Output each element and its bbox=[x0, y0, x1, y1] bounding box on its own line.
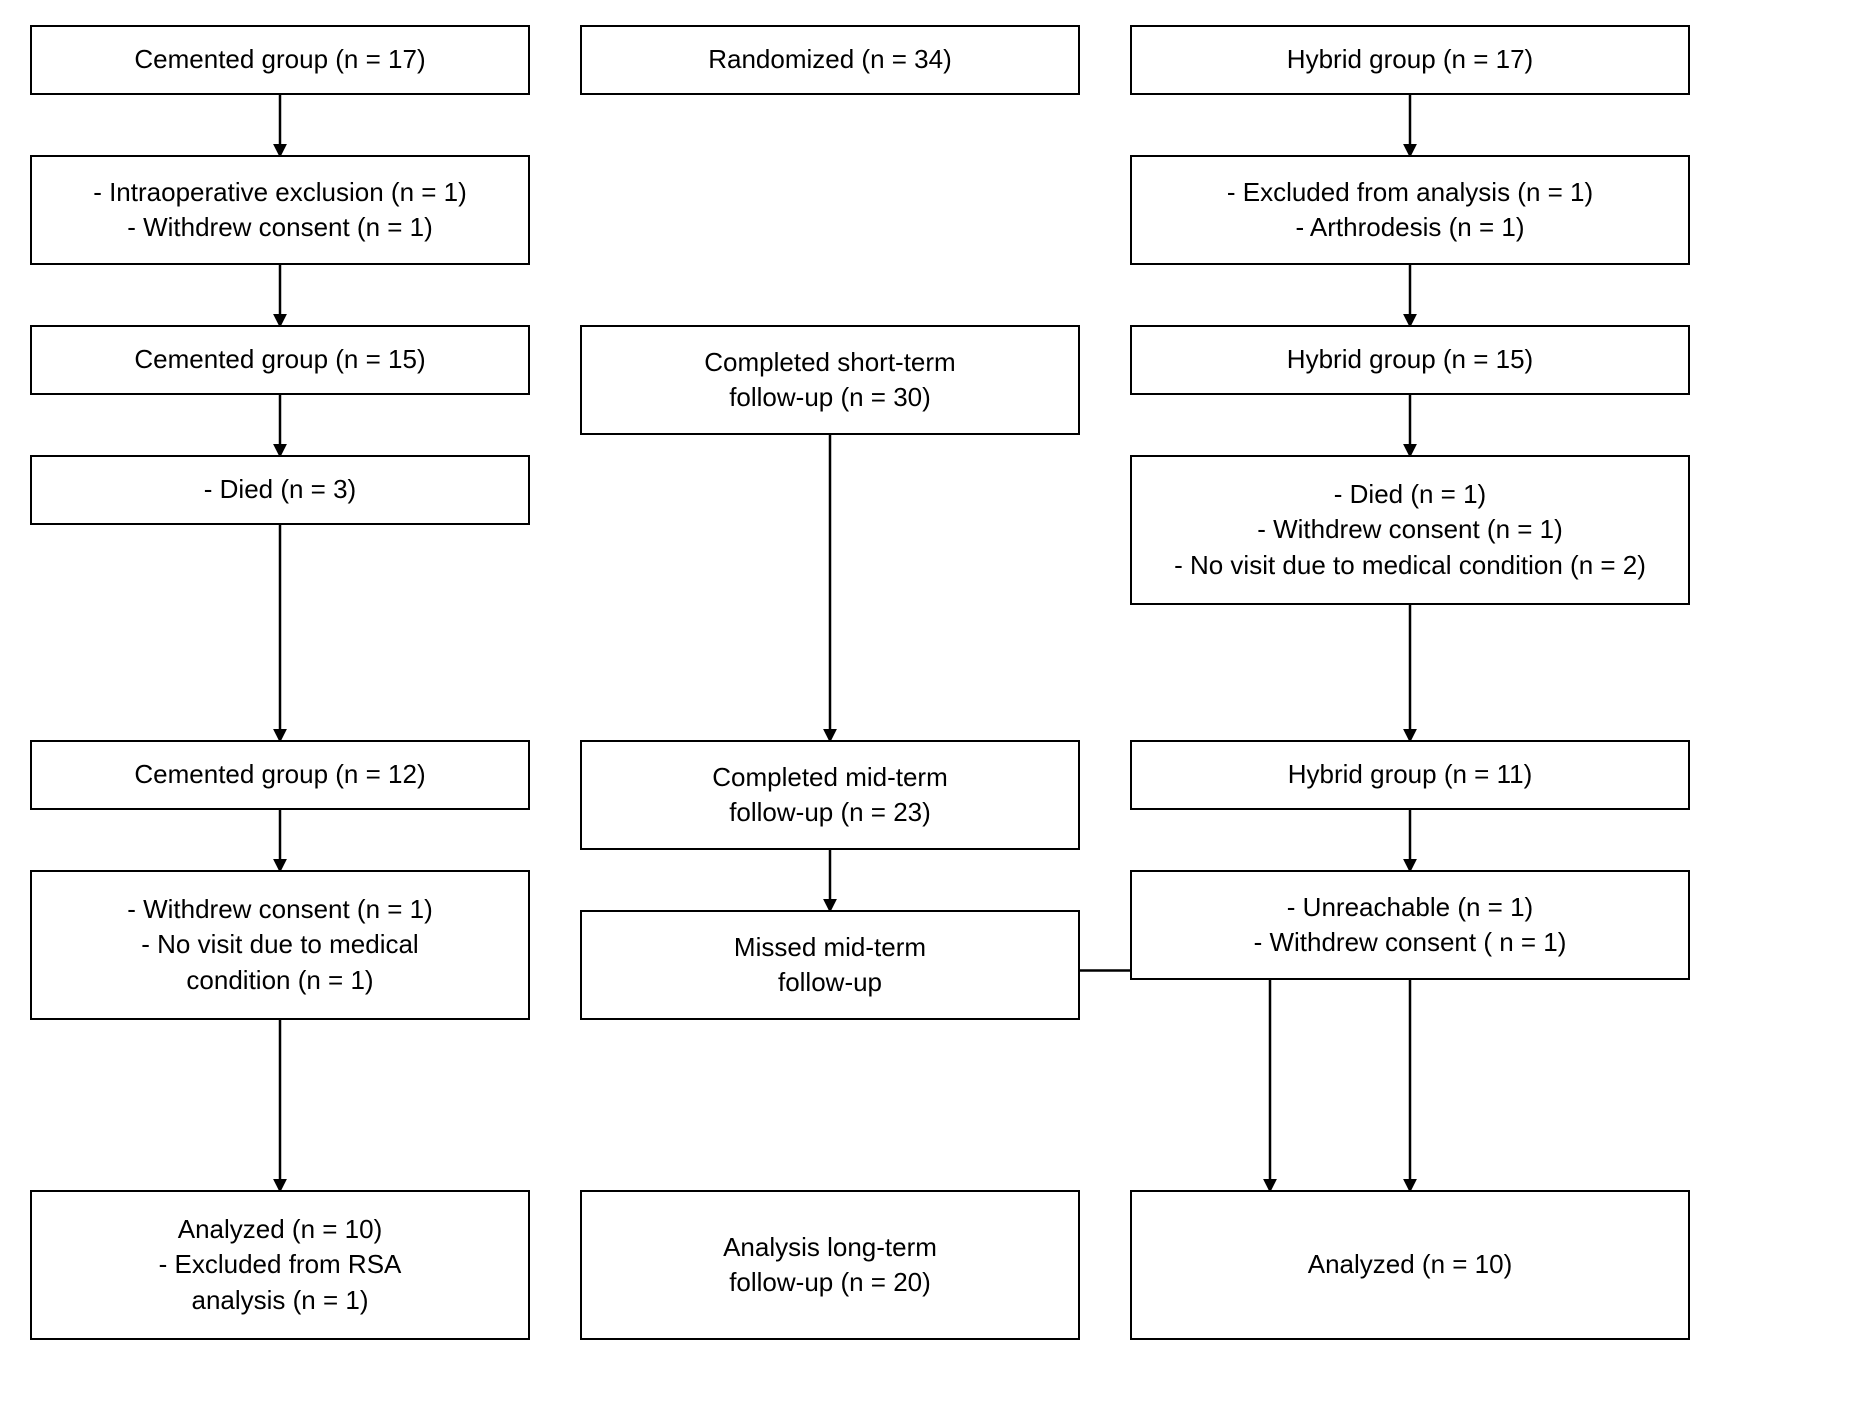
flow-box-L6-line-0: - Withdrew consent (n = 1) bbox=[127, 892, 433, 927]
flow-box-L4-line-0: - Died (n = 3) bbox=[204, 472, 356, 507]
flow-box-C5-line-1: follow-up (n = 20) bbox=[729, 1265, 931, 1300]
flow-box-R7: Analyzed (n = 10) bbox=[1130, 1190, 1690, 1340]
flow-box-R4: - Died (n = 1)- Withdrew consent (n = 1)… bbox=[1130, 455, 1690, 605]
flow-box-C2-line-0: Completed short-term bbox=[704, 345, 955, 380]
flow-box-C2: Completed short-termfollow-up (n = 30) bbox=[580, 325, 1080, 435]
flow-box-R2: - Excluded from analysis (n = 1)- Arthro… bbox=[1130, 155, 1690, 265]
flow-box-L5: Cemented group (n = 12) bbox=[30, 740, 530, 810]
flow-box-C3-line-1: follow-up (n = 23) bbox=[729, 795, 931, 830]
flow-box-C5-line-0: Analysis long-term bbox=[723, 1230, 937, 1265]
flow-box-C3-line-0: Completed mid-term bbox=[712, 760, 948, 795]
flow-box-L1: Cemented group (n = 17) bbox=[30, 25, 530, 95]
flow-box-L7-line-1: - Excluded from RSA bbox=[159, 1247, 402, 1282]
flow-box-R6: - Unreachable (n = 1)- Withdrew consent … bbox=[1130, 870, 1690, 980]
flow-box-R5: Hybrid group (n = 11) bbox=[1130, 740, 1690, 810]
flow-box-L7-line-2: analysis (n = 1) bbox=[191, 1283, 368, 1318]
flow-box-R4-line-2: - No visit due to medical condition (n =… bbox=[1174, 548, 1646, 583]
flow-box-L2: - Intraoperative exclusion (n = 1)- With… bbox=[30, 155, 530, 265]
flow-box-R7-line-0: Analyzed (n = 10) bbox=[1308, 1247, 1513, 1282]
flow-box-R4-line-1: - Withdrew consent (n = 1) bbox=[1257, 512, 1563, 547]
flow-box-R2-line-0: - Excluded from analysis (n = 1) bbox=[1227, 175, 1593, 210]
flow-box-R2-line-1: - Arthrodesis (n = 1) bbox=[1295, 210, 1524, 245]
flow-box-C1: Randomized (n = 34) bbox=[580, 25, 1080, 95]
flow-box-L4: - Died (n = 3) bbox=[30, 455, 530, 525]
flow-box-C1-line-0: Randomized (n = 34) bbox=[708, 42, 952, 77]
flow-box-L7: Analyzed (n = 10)- Excluded from RSAanal… bbox=[30, 1190, 530, 1340]
flow-box-R6-line-0: - Unreachable (n = 1) bbox=[1287, 890, 1533, 925]
flow-box-L3: Cemented group (n = 15) bbox=[30, 325, 530, 395]
flow-box-L5-line-0: Cemented group (n = 12) bbox=[134, 757, 425, 792]
flow-box-R6-line-1: - Withdrew consent ( n = 1) bbox=[1254, 925, 1567, 960]
flow-box-R3-line-0: Hybrid group (n = 15) bbox=[1287, 342, 1533, 377]
flow-box-R4-line-0: - Died (n = 1) bbox=[1334, 477, 1486, 512]
flow-box-R1-line-0: Hybrid group (n = 17) bbox=[1287, 42, 1533, 77]
flow-box-R3: Hybrid group (n = 15) bbox=[1130, 325, 1690, 395]
flow-box-L7-line-0: Analyzed (n = 10) bbox=[178, 1212, 383, 1247]
flow-box-L2-line-0: - Intraoperative exclusion (n = 1) bbox=[93, 175, 467, 210]
flow-box-R5-line-0: Hybrid group (n = 11) bbox=[1288, 757, 1532, 792]
flow-box-C4-line-0: Missed mid-term bbox=[734, 930, 926, 965]
flow-box-R1: Hybrid group (n = 17) bbox=[1130, 25, 1690, 95]
flow-box-L6-line-2: condition (n = 1) bbox=[186, 963, 373, 998]
flow-box-L6: - Withdrew consent (n = 1)- No visit due… bbox=[30, 870, 530, 1020]
flow-box-C4-line-1: follow-up bbox=[778, 965, 882, 1000]
flow-box-C3: Completed mid-termfollow-up (n = 23) bbox=[580, 740, 1080, 850]
flow-box-L6-line-1: - No visit due to medical bbox=[141, 927, 418, 962]
flow-box-L2-line-1: - Withdrew consent (n = 1) bbox=[127, 210, 433, 245]
flow-box-C5: Analysis long-termfollow-up (n = 20) bbox=[580, 1190, 1080, 1340]
flowchart-container: Cemented group (n = 17) - Intraoperative … bbox=[20, 20, 1851, 1401]
flow-box-C4: Missed mid-termfollow-up bbox=[580, 910, 1080, 1020]
flow-box-L3-line-0: Cemented group (n = 15) bbox=[134, 342, 425, 377]
flow-box-C2-line-1: follow-up (n = 30) bbox=[729, 380, 931, 415]
flow-box-L1-line-0: Cemented group (n = 17) bbox=[134, 42, 425, 77]
